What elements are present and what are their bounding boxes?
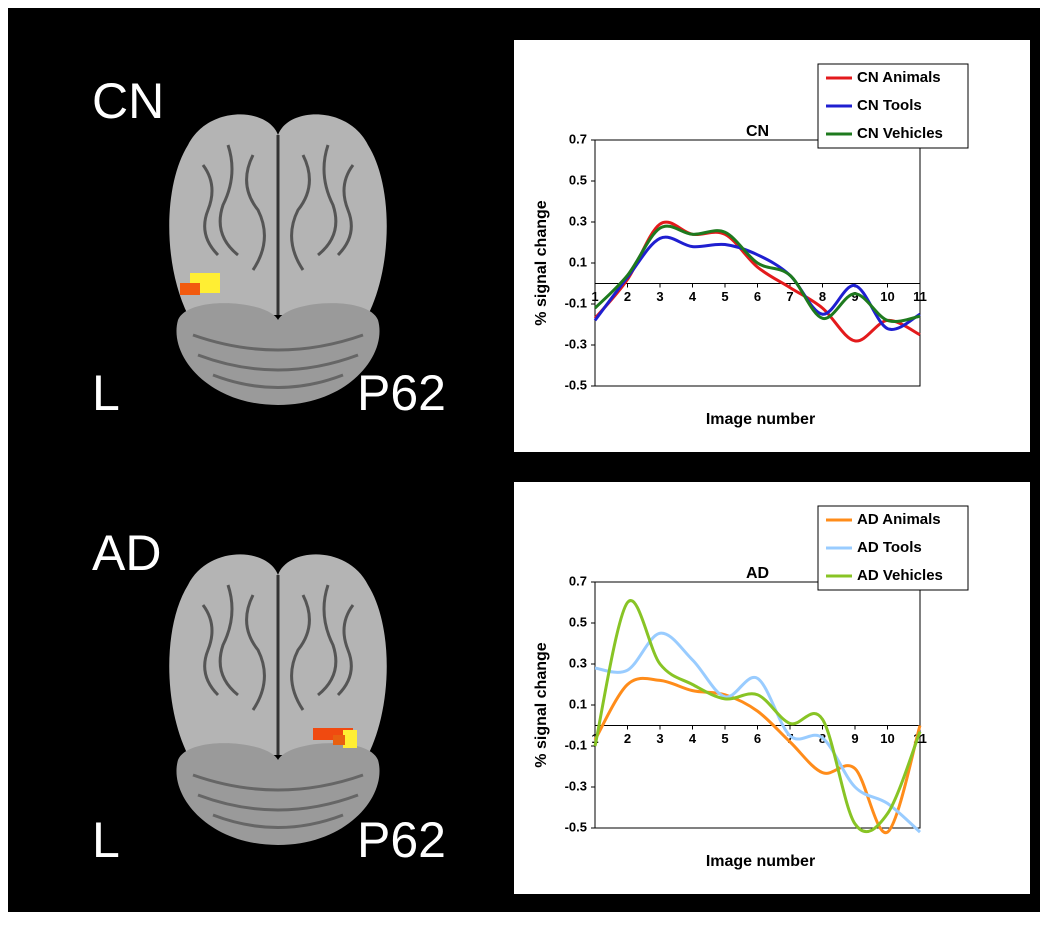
y-tick-label: -0.3 [565, 778, 587, 793]
legend-label: AD Vehicles [857, 567, 943, 584]
y-tick-label: 0.3 [569, 655, 587, 670]
legend-label: AD Animals [857, 511, 941, 528]
y-axis-label: % signal change [533, 200, 550, 325]
y-tick-label: -0.1 [565, 737, 587, 752]
legend-label: CN Tools [857, 97, 922, 114]
brain-image-ad [167, 552, 389, 847]
side-label: L [92, 812, 120, 868]
x-tick-label: 4 [689, 289, 697, 304]
x-tick-label: 1 [591, 289, 598, 304]
x-tick-label: 9 [851, 731, 858, 746]
series-line [593, 676, 922, 834]
brain-image-cn [167, 112, 389, 407]
x-axis-label: Image number [706, 411, 815, 428]
x-tick-label: 3 [656, 289, 663, 304]
y-tick-label: 0.7 [569, 573, 587, 588]
series-line [594, 631, 921, 834]
series-line [593, 235, 921, 331]
chart: -0.5 -0.3 -0.1 0.1 0.3 0.5 0.7 1 2 3 4 5 6 7 8 9 10 11 CN%… [514, 40, 1030, 452]
panel-label: CN [92, 73, 164, 129]
x-tick-label: 4 [689, 731, 697, 746]
x-tick-label: 7 [786, 731, 793, 746]
legend-label: CN Animals [857, 69, 941, 86]
y-tick-label: -0.5 [565, 819, 587, 834]
panel-label: AD [92, 525, 161, 581]
y-tick-label: -0.5 [565, 377, 587, 392]
y-axis-label: % signal change [533, 642, 550, 767]
chart-title: AD [746, 565, 769, 582]
series-line [593, 599, 922, 834]
x-tick-label: 5 [721, 731, 728, 746]
y-tick-label: 0.5 [569, 614, 587, 629]
x-tick-label: 6 [754, 731, 761, 746]
x-tick-label: 10 [880, 289, 894, 304]
x-tick-label: 7 [786, 289, 793, 304]
chart-title: CN [746, 123, 769, 140]
legend-label: AD Tools [857, 539, 922, 556]
x-tick-label: 3 [656, 731, 663, 746]
x-tick-label: 8 [819, 289, 826, 304]
x-tick-label: 2 [624, 731, 631, 746]
y-tick-label: 0.3 [569, 213, 587, 228]
x-tick-label: 5 [721, 289, 728, 304]
x-axis-label: Image number [706, 853, 815, 870]
x-tick-label: 6 [754, 289, 761, 304]
x-tick-label: 10 [880, 731, 894, 746]
legend-label: CN Vehicles [857, 125, 943, 142]
slice-label: P62 [357, 812, 446, 868]
x-tick-label: 11 [913, 289, 927, 304]
y-tick-label: -0.1 [565, 295, 587, 310]
slice-label: P62 [357, 365, 446, 421]
y-tick-label: 0.1 [569, 696, 587, 711]
y-tick-label: 0.7 [569, 131, 587, 146]
y-tick-label: 0.1 [569, 254, 587, 269]
y-tick-label: 0.5 [569, 172, 587, 187]
x-tick-label: 9 [851, 289, 858, 304]
y-tick-label: -0.3 [565, 336, 587, 351]
series-line [593, 224, 921, 323]
side-label: L [92, 365, 120, 421]
chart: -0.5-0.3-0.10.10.30.50.71 2 3 4 5 6 7 8 9 10 11AD%… [514, 482, 1030, 894]
x-tick-label: 2 [624, 289, 631, 304]
